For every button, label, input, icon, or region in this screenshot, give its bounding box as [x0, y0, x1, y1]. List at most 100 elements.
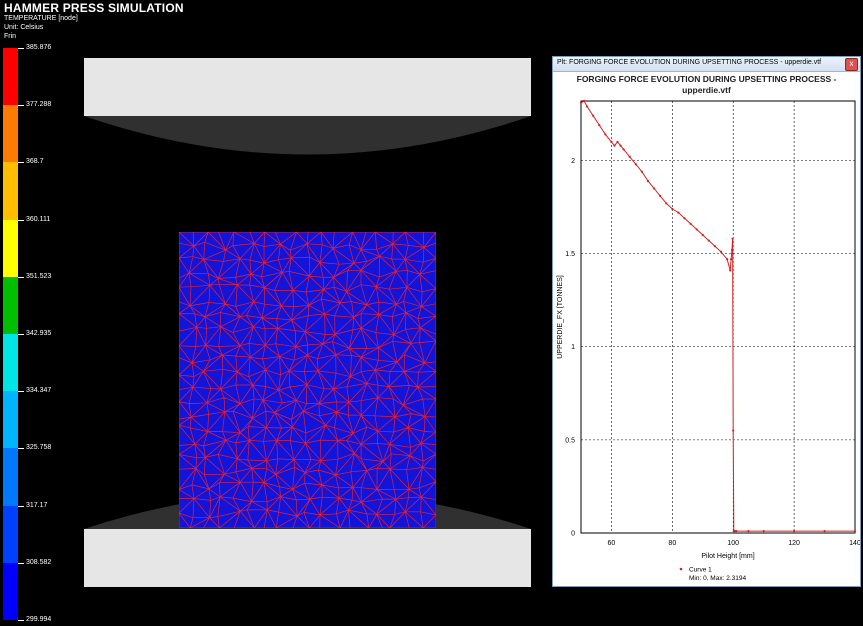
- series-point: [683, 217, 686, 220]
- legend-label: 360.111: [26, 215, 51, 223]
- series-point: [585, 105, 589, 108]
- legend-tick: [18, 505, 24, 507]
- legend-label: 299.994: [26, 616, 52, 623]
- y-tick-label: 1: [571, 344, 575, 351]
- legend-label: 368.7: [26, 158, 44, 166]
- plot-window-titlebar[interactable]: Plt: FORGING FORCE EVOLUTION DURING UPSE…: [553, 57, 860, 72]
- series-point: [762, 530, 765, 533]
- series-point: [747, 530, 750, 533]
- series-point: [652, 187, 656, 190]
- x-tick-label: 80: [668, 540, 676, 547]
- legend-band: [3, 333, 18, 392]
- y-tick-label: 2: [571, 158, 575, 165]
- legend-band: [3, 276, 18, 334]
- series-point: [646, 179, 650, 183]
- close-icon[interactable]: x: [845, 58, 858, 71]
- series-point: [579, 101, 583, 104]
- legend-label: 385.876: [26, 44, 52, 51]
- unit-label: Unit: Celsius: [4, 24, 44, 31]
- series-point: [604, 133, 607, 136]
- legend-band: [3, 162, 18, 220]
- chart-title-line2: upperdie.vtf: [682, 85, 731, 95]
- series-point: [731, 237, 734, 240]
- x-tick-label: 140: [849, 540, 860, 547]
- series-point: [628, 155, 631, 158]
- series-point: [853, 530, 857, 533]
- mesh-edges: [179, 232, 436, 528]
- series-point: [616, 140, 619, 143]
- legend-tick: [18, 276, 24, 278]
- y-axis-label: UPPERDIE_FX [TONNES]: [557, 275, 564, 359]
- x-tick-label: 100: [727, 540, 739, 547]
- legend-tick: [18, 162, 24, 164]
- plot-area: [580, 100, 856, 534]
- y-tick-label: 0: [571, 531, 575, 538]
- x-tick-label: 60: [608, 540, 616, 547]
- legend-tick: [18, 48, 24, 49]
- legend-label: 377.288: [26, 101, 52, 109]
- legend-band: [3, 219, 18, 277]
- series-point: [610, 140, 613, 143]
- legend-note: Min: 0, Max: 2.3194: [689, 575, 746, 582]
- series-point: [730, 248, 734, 251]
- series-point: [582, 99, 586, 102]
- legend-band: [3, 448, 18, 506]
- chart-title-line1: FORGING FORCE EVOLUTION DURING UPSETTING…: [576, 74, 837, 84]
- series-point: [726, 258, 729, 261]
- legend-band: [3, 562, 18, 620]
- legend-tick: [18, 391, 24, 393]
- series-point: [701, 233, 704, 237]
- series-point: [719, 250, 723, 253]
- series-point: [677, 211, 680, 214]
- legend-tick: [18, 219, 24, 221]
- y-tick-label: 0.5: [565, 437, 575, 444]
- legend-tick: [18, 448, 24, 450]
- color-legend-bar: [3, 48, 18, 620]
- series-point: [735, 530, 738, 533]
- series-point: [622, 148, 625, 151]
- series-point: [713, 245, 717, 248]
- x-axis-label: Pilot Height [mm]: [701, 553, 754, 560]
- x-tick-label: 120: [788, 540, 800, 547]
- legend-label: 334.347: [26, 387, 52, 395]
- legend-label: 308.582: [26, 558, 52, 566]
- legend-band: [3, 391, 18, 449]
- series-point: [613, 144, 616, 147]
- series-point: [689, 222, 692, 225]
- legend-tick: [18, 620, 24, 621]
- series-point: [665, 202, 668, 205]
- legend-tick: [18, 334, 24, 335]
- frame-label: Frin: [4, 33, 17, 40]
- series-point: [729, 269, 732, 272]
- force-chart: 60 80 100 120 140 0 0.5 1 1.5 2 Pilot Height [mm] U…: [557, 99, 860, 582]
- y-tick-label: 1.5: [565, 251, 575, 258]
- series-point: [695, 228, 698, 231]
- legend-band: [3, 48, 18, 106]
- legend-band: [3, 105, 18, 163]
- series-point: [793, 530, 796, 533]
- series-point: [634, 163, 637, 166]
- legend-label: 325.758: [26, 444, 52, 452]
- series-point: [640, 170, 643, 173]
- series-point: [659, 194, 662, 197]
- plot-window-title: Plt: FORGING FORCE EVOLUTION DURING UPSE…: [557, 59, 822, 66]
- plot-window[interactable]: Plt: FORGING FORCE EVOLUTION DURING UPSE…: [552, 56, 861, 587]
- chart-title: FORGING FORCE EVOLUTION DURING UPSETTING…: [553, 74, 860, 96]
- legend-tick: [18, 562, 24, 564]
- series-point: [732, 429, 735, 432]
- app-title: HAMMER PRESS SIMULATION: [4, 1, 184, 15]
- series-point: [671, 207, 674, 211]
- series-point: [707, 239, 710, 242]
- series-point: [619, 144, 622, 147]
- legend-marker: [679, 567, 683, 571]
- series-point: [598, 124, 601, 127]
- series-point: [729, 258, 733, 261]
- legend-label: 317.17: [26, 501, 48, 509]
- workpiece-mesh: [179, 232, 436, 528]
- legend-entry: Curve 1: [689, 567, 712, 574]
- legend-band: [3, 505, 18, 563]
- legend-tick: [18, 105, 24, 107]
- field-label: TEMPERATURE [node]: [4, 15, 78, 22]
- legend-label: 351.523: [26, 272, 52, 280]
- series-point: [592, 114, 595, 117]
